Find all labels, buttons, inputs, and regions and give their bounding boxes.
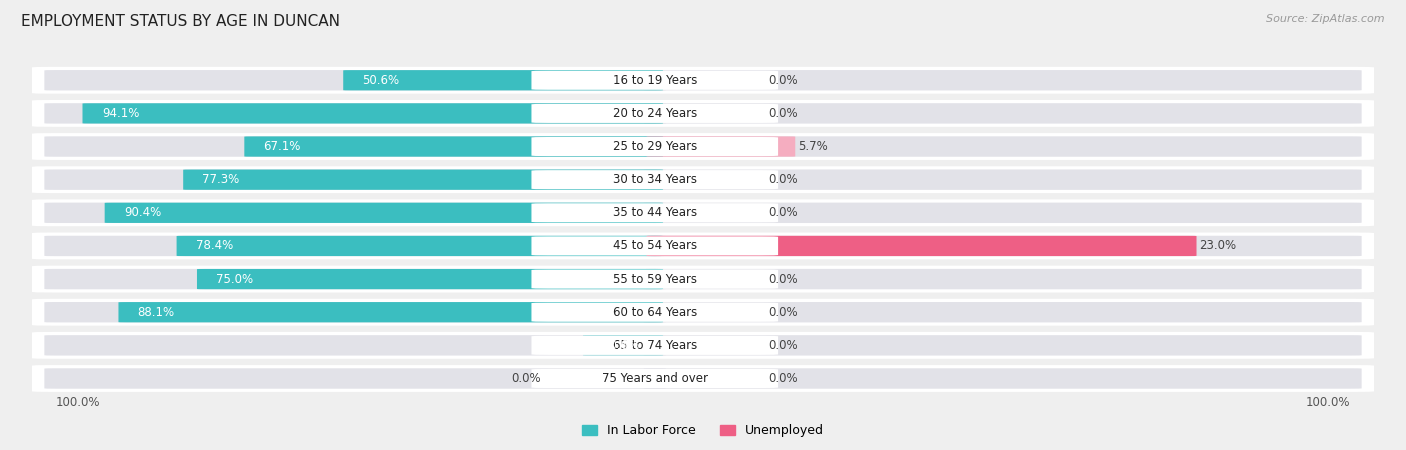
Text: 78.4%: 78.4% <box>195 239 233 252</box>
FancyBboxPatch shape <box>531 303 778 322</box>
Text: 25 to 29 Years: 25 to 29 Years <box>613 140 697 153</box>
Text: 0.0%: 0.0% <box>769 372 799 385</box>
Text: 23.0%: 23.0% <box>1199 239 1236 252</box>
FancyBboxPatch shape <box>45 368 666 389</box>
FancyBboxPatch shape <box>45 269 666 289</box>
FancyBboxPatch shape <box>531 236 778 256</box>
Text: 50.6%: 50.6% <box>363 74 399 87</box>
FancyBboxPatch shape <box>45 70 666 90</box>
Text: 0.0%: 0.0% <box>769 173 799 186</box>
Text: 0.0%: 0.0% <box>769 273 799 286</box>
FancyBboxPatch shape <box>644 236 1361 256</box>
Text: 5.7%: 5.7% <box>799 140 828 153</box>
Text: 0.0%: 0.0% <box>769 74 799 87</box>
FancyBboxPatch shape <box>45 136 666 157</box>
FancyBboxPatch shape <box>531 137 778 156</box>
FancyBboxPatch shape <box>644 269 1361 289</box>
Text: 77.3%: 77.3% <box>202 173 240 186</box>
FancyBboxPatch shape <box>118 302 664 322</box>
FancyBboxPatch shape <box>183 170 664 190</box>
FancyBboxPatch shape <box>32 166 1374 193</box>
FancyBboxPatch shape <box>644 136 1361 157</box>
FancyBboxPatch shape <box>32 365 1374 392</box>
Text: 0.0%: 0.0% <box>769 206 799 219</box>
Text: 10.6%: 10.6% <box>602 339 640 352</box>
FancyBboxPatch shape <box>177 236 664 256</box>
Text: 45 to 54 Years: 45 to 54 Years <box>613 239 697 252</box>
Text: 90.4%: 90.4% <box>124 206 162 219</box>
Text: 16 to 19 Years: 16 to 19 Years <box>613 74 697 87</box>
FancyBboxPatch shape <box>45 302 666 322</box>
FancyBboxPatch shape <box>83 103 664 124</box>
FancyBboxPatch shape <box>104 202 664 223</box>
Text: 94.1%: 94.1% <box>101 107 139 120</box>
FancyBboxPatch shape <box>644 302 1361 322</box>
FancyBboxPatch shape <box>644 70 1361 90</box>
FancyBboxPatch shape <box>531 104 778 123</box>
FancyBboxPatch shape <box>45 335 666 356</box>
Text: 75.0%: 75.0% <box>217 273 253 286</box>
FancyBboxPatch shape <box>531 170 778 189</box>
Text: 67.1%: 67.1% <box>263 140 301 153</box>
FancyBboxPatch shape <box>32 133 1374 160</box>
FancyBboxPatch shape <box>32 100 1374 127</box>
FancyBboxPatch shape <box>647 236 1197 256</box>
FancyBboxPatch shape <box>531 203 778 222</box>
Text: 100.0%: 100.0% <box>1306 396 1351 409</box>
Text: 30 to 34 Years: 30 to 34 Years <box>613 173 697 186</box>
FancyBboxPatch shape <box>531 336 778 355</box>
FancyBboxPatch shape <box>32 332 1374 359</box>
FancyBboxPatch shape <box>583 335 664 356</box>
FancyBboxPatch shape <box>45 170 666 190</box>
FancyBboxPatch shape <box>45 103 666 124</box>
Text: EMPLOYMENT STATUS BY AGE IN DUNCAN: EMPLOYMENT STATUS BY AGE IN DUNCAN <box>21 14 340 28</box>
Text: 0.0%: 0.0% <box>769 306 799 319</box>
Text: 75 Years and over: 75 Years and over <box>602 372 707 385</box>
Text: 20 to 24 Years: 20 to 24 Years <box>613 107 697 120</box>
Legend: In Labor Force, Unemployed: In Labor Force, Unemployed <box>576 419 830 442</box>
FancyBboxPatch shape <box>45 236 666 256</box>
FancyBboxPatch shape <box>245 136 664 157</box>
FancyBboxPatch shape <box>531 369 778 388</box>
FancyBboxPatch shape <box>32 233 1374 259</box>
Text: 0.0%: 0.0% <box>512 372 541 385</box>
Text: 35 to 44 Years: 35 to 44 Years <box>613 206 697 219</box>
Text: 0.0%: 0.0% <box>769 339 799 352</box>
Text: 100.0%: 100.0% <box>55 396 100 409</box>
FancyBboxPatch shape <box>32 199 1374 226</box>
FancyBboxPatch shape <box>197 269 664 289</box>
FancyBboxPatch shape <box>531 71 778 90</box>
FancyBboxPatch shape <box>32 67 1374 94</box>
FancyBboxPatch shape <box>644 202 1361 223</box>
Text: 60 to 64 Years: 60 to 64 Years <box>613 306 697 319</box>
FancyBboxPatch shape <box>45 202 666 223</box>
FancyBboxPatch shape <box>32 299 1374 326</box>
FancyBboxPatch shape <box>531 270 778 288</box>
FancyBboxPatch shape <box>644 103 1361 124</box>
Text: Source: ZipAtlas.com: Source: ZipAtlas.com <box>1267 14 1385 23</box>
Text: 0.0%: 0.0% <box>769 107 799 120</box>
FancyBboxPatch shape <box>343 70 664 90</box>
Text: 55 to 59 Years: 55 to 59 Years <box>613 273 697 286</box>
FancyBboxPatch shape <box>32 266 1374 292</box>
FancyBboxPatch shape <box>647 136 796 157</box>
FancyBboxPatch shape <box>644 170 1361 190</box>
Text: 65 to 74 Years: 65 to 74 Years <box>613 339 697 352</box>
FancyBboxPatch shape <box>644 335 1361 356</box>
Text: 88.1%: 88.1% <box>138 306 174 319</box>
FancyBboxPatch shape <box>644 368 1361 389</box>
